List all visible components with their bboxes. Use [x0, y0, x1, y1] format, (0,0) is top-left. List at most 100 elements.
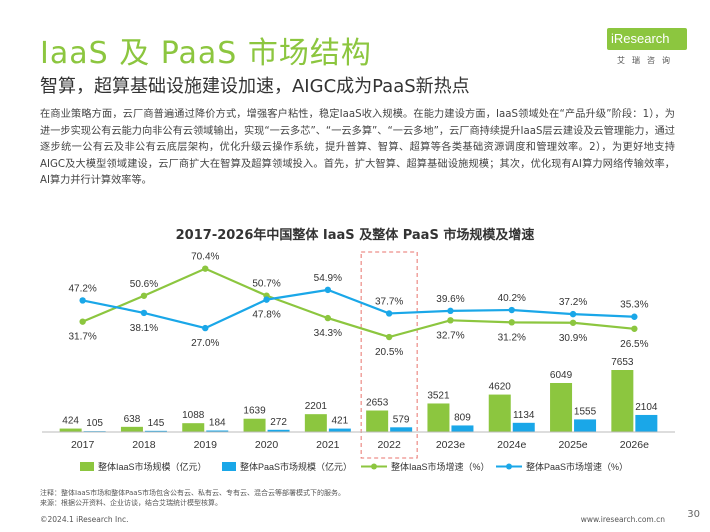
- bar-paas: [635, 414, 658, 432]
- iaas-growth-label: 50.7%: [252, 279, 280, 290]
- iresearch-logo: iResearch 艾瑞咨询: [607, 22, 693, 72]
- bar-label-iaas: 7653: [611, 357, 634, 368]
- x-tick-label: 2023e: [436, 439, 465, 451]
- note-line: 注释：整体IaaS市场和整体PaaS市场包含公有云、私有云、专有云、混合云等部署…: [40, 489, 346, 497]
- bar-label-iaas: 1639: [243, 406, 266, 417]
- bar-paas: [267, 429, 290, 432]
- iaas-growth-point: [202, 265, 209, 272]
- x-tick-label: 2019: [194, 439, 218, 451]
- page-subtitle: 智算，超算基础设施建设加速，AIGC成为PaaS新热点: [40, 76, 470, 97]
- paas-growth-point: [79, 297, 86, 304]
- paas-growth-label: 37.2%: [559, 297, 587, 308]
- paas-growth-point: [263, 296, 270, 303]
- logo-text: iResearch: [611, 31, 670, 46]
- bar-label-iaas: 4620: [489, 382, 512, 393]
- paas-growth-line: [82, 288, 635, 330]
- iaas-growth-label: 31.7%: [68, 332, 96, 343]
- bar-paas: [574, 419, 597, 432]
- iaas-growth-label: 50.6%: [130, 279, 158, 290]
- x-tick-label: 2022: [377, 439, 401, 451]
- bar-paas: [451, 425, 474, 432]
- bar-label-iaas: 3521: [427, 390, 450, 401]
- bar-label-paas: 272: [270, 417, 287, 428]
- body-paragraph: 在商业策略方面，云厂商普遍通过降价方式，增强客户粘性，稳定IaaS收入规模。在能…: [40, 109, 675, 187]
- paas-growth-label: 39.6%: [436, 294, 464, 305]
- bar-label-iaas: 638: [124, 414, 141, 425]
- paas-growth-label: 37.7%: [375, 296, 403, 307]
- iaas-growth-label: 20.5%: [375, 347, 403, 358]
- iaas-growth-point: [569, 319, 577, 326]
- bar-iaas: [243, 418, 266, 432]
- bar-label-paas: 145: [148, 418, 165, 429]
- paas-growth-point: [508, 306, 515, 314]
- x-tick-label: 2025e: [558, 439, 587, 451]
- bar-paas: [512, 422, 535, 432]
- iaas-growth-point: [79, 318, 86, 325]
- iaas-growth-point: [385, 333, 393, 341]
- bar-label-paas: 421: [332, 416, 349, 427]
- bar-iaas: [182, 423, 205, 432]
- iaas-growth-point: [140, 292, 148, 299]
- chart-notes: 注释：整体IaaS市场和整体PaaS市场包含公有云、私有云、专有云、混合云等部署…: [40, 488, 345, 508]
- bar-label-paas: 579: [393, 414, 410, 425]
- legend-marker: [506, 463, 512, 470]
- paas-growth-point: [324, 286, 332, 294]
- paas-growth-label: 40.2%: [498, 293, 526, 304]
- source-line: 来源：根据公开资料、企业访谈，结合艾瑞统计模型核算。: [40, 499, 222, 507]
- logo-badge: [607, 28, 687, 50]
- x-tick-label: 2021: [316, 439, 340, 451]
- bar-paas: [144, 430, 167, 432]
- bar-iaas: [120, 426, 143, 432]
- bar-label-iaas: 6049: [550, 370, 573, 381]
- x-tick-label: 2020: [255, 439, 279, 451]
- iaas-growth-label: 30.9%: [559, 333, 587, 344]
- bar-iaas: [366, 410, 389, 432]
- highlight-box: [360, 251, 418, 459]
- bar-label-paas: 1555: [574, 406, 597, 417]
- iaas-growth-label: 70.4%: [191, 252, 219, 263]
- legend-marker: [371, 463, 377, 470]
- paas-growth-point: [385, 310, 393, 317]
- paas-growth-point: [631, 313, 638, 320]
- bar-label-paas: 105: [86, 418, 103, 429]
- iaas-growth-point: [447, 317, 454, 324]
- paas-growth-label: 47.8%: [252, 310, 280, 321]
- legend-label: 整体PaaS市场增速（%）: [526, 461, 628, 472]
- footer-website: www.iresearch.com.cn: [580, 515, 665, 524]
- iaas-growth-label: 32.7%: [436, 330, 464, 341]
- page-number: 30: [687, 509, 700, 520]
- iaas-growth-point: [324, 314, 332, 322]
- bar-label-iaas: 424: [62, 416, 79, 427]
- iaas-growth-point: [508, 319, 515, 326]
- bar-iaas: [550, 382, 573, 432]
- paas-growth-point: [569, 310, 577, 318]
- legend-label: 整体IaaS市场增速（%）: [391, 461, 490, 472]
- page-title: IaaS 及 PaaS 市场结构: [40, 36, 372, 71]
- paas-growth-point: [140, 309, 148, 317]
- paas-growth-label: 38.1%: [130, 323, 158, 334]
- paas-growth-point: [202, 324, 209, 332]
- bar-iaas: [488, 394, 511, 432]
- logo-subtext: 艾瑞咨询: [617, 56, 677, 65]
- iaas-growth-point: [631, 325, 638, 332]
- x-tick-label: 2018: [132, 439, 156, 451]
- bar-label-iaas: 1088: [182, 410, 205, 421]
- bar-iaas: [611, 370, 634, 432]
- bar-paas: [328, 428, 351, 432]
- bar-label-iaas: 2201: [305, 401, 328, 412]
- iaas-growth-line: [82, 267, 635, 339]
- bar-label-iaas: 2653: [366, 398, 389, 409]
- bar-label-paas: 2104: [635, 402, 658, 413]
- footer-copyright: ©2024.1 iResearch Inc.: [40, 515, 129, 524]
- paas-growth-label: 54.9%: [314, 273, 342, 284]
- paas-growth-point: [447, 307, 454, 315]
- bar-label-paas: 184: [209, 418, 226, 429]
- iaas-growth-label: 31.2%: [498, 332, 526, 343]
- paas-growth-label: 35.3%: [620, 300, 648, 311]
- x-tick-label: 2017: [71, 439, 95, 451]
- x-tick-label: 2026e: [620, 439, 649, 451]
- bar-paas: [206, 430, 229, 432]
- bar-label-paas: 1134: [513, 410, 535, 421]
- legend-label: 整体PaaS市场规模（亿元）: [240, 461, 352, 472]
